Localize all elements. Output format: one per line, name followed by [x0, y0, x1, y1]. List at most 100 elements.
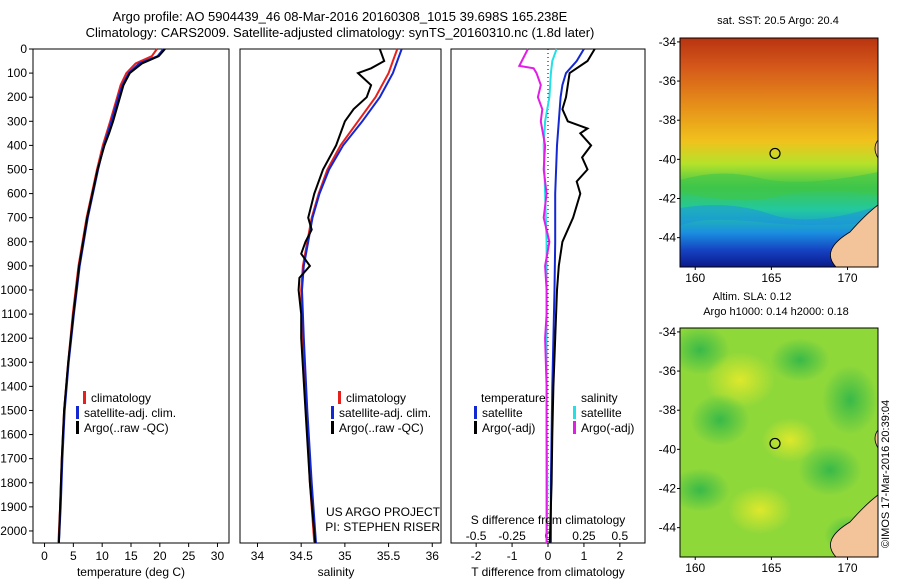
- x-tick-label: 25: [182, 549, 196, 563]
- x-tick-label: -1: [507, 549, 518, 563]
- series-line-satellite-adj-clim-: [300, 48, 403, 544]
- x-tick-label: 20: [153, 549, 167, 563]
- legend-s-satellite-swatch: [573, 406, 576, 419]
- depth-tick-label: 1100: [1, 307, 27, 321]
- depth-tick-label: 1500: [0, 403, 27, 417]
- lat-tick-label: -40: [659, 152, 677, 166]
- lon-tick-label: 170: [838, 271, 858, 285]
- header-line2: Climatology: CARS2009. Satellite-adjuste…: [86, 25, 595, 40]
- difference-legend: temperature salinity satellite Argo(-adj…: [474, 391, 634, 435]
- legend-s-argo-label: Argo(-adj): [581, 421, 634, 435]
- x-tick-label: 2: [617, 549, 624, 563]
- difference-x-ticks: -2 -1 0 1 2 -0.5 -0.25 0 0.25 0.5: [466, 529, 629, 563]
- legend-satellite-swatch: [331, 406, 334, 419]
- temperature-panel: 0 5 10 15 20 25 30 temperature (deg C) climato…: [32, 48, 230, 579]
- lat-tick-label: -40: [659, 442, 677, 456]
- depth-tick-label: 800: [7, 235, 27, 249]
- x-tick-label: 35.5: [377, 549, 401, 563]
- temperature-xlabel: temperature (deg C): [77, 565, 185, 579]
- sla-map-subtitle: Argo h1000: 0.14 h2000: 0.18: [703, 306, 849, 318]
- legend-argo-label: Argo(..raw -QC): [339, 421, 424, 435]
- lat-tick-label: -38: [659, 403, 677, 417]
- s-tick-label: 0.25: [572, 529, 596, 543]
- lat-tick-label: -36: [659, 364, 677, 378]
- x-tick-label: 10: [95, 549, 109, 563]
- legend-climatology-swatch: [338, 391, 341, 404]
- legend-temperature-title: temperature: [481, 391, 546, 405]
- x-tick-label: 1: [581, 549, 588, 563]
- legend-climatology-label: climatology: [346, 391, 406, 405]
- legend-s-argo-swatch: [573, 421, 576, 434]
- legend-climatology-swatch: [83, 391, 86, 404]
- lat-tick-label: -44: [659, 521, 677, 535]
- depth-tick-label: 600: [7, 187, 27, 201]
- s-tick-label: 0.5: [612, 529, 629, 543]
- legend-argo-swatch: [331, 421, 334, 434]
- depth-tick-label: 500: [7, 162, 27, 176]
- legend-t-argo-swatch: [474, 421, 477, 434]
- depth-tick-label: 400: [7, 138, 27, 152]
- x-tick-label: 34: [251, 549, 265, 563]
- series-line-s-argo: [517, 48, 551, 543]
- depth-tick-label: 300: [7, 114, 27, 128]
- sla-map: Altim. SLA: 0.12 Argo h1000: 0.14 h2000:…: [659, 291, 879, 575]
- temperature-series: [57, 48, 166, 544]
- depth-tick-label: 900: [7, 259, 27, 273]
- land-patch: [830, 494, 878, 557]
- lat-tick-label: -36: [659, 74, 677, 88]
- legend-argo-label: Argo(..raw -QC): [84, 421, 169, 435]
- lat-tick-label: -34: [659, 35, 677, 49]
- lon-tick-label: 165: [761, 561, 781, 575]
- x-tick-label: 35: [338, 549, 352, 563]
- x-tick-label: 30: [211, 549, 225, 563]
- imos-credit: ©IMOS 17-Mar-2016 20:39:04: [880, 400, 892, 548]
- salinity-panel: 34 34.5 35 35.5 36 salinity climatology sate…: [239, 48, 442, 579]
- sla-map-title: Altim. SLA: 0.12: [713, 291, 792, 303]
- lat-tick-label: -38: [659, 113, 677, 127]
- depth-tick-label: 1700: [0, 452, 27, 466]
- pi-credit: PI: STEPHEN RISER: [325, 520, 440, 534]
- depth-tick-label: 1000: [0, 283, 27, 297]
- legend-salinity-title: salinity: [581, 391, 618, 405]
- argo-location-marker: [769, 147, 781, 160]
- salinity-xlabel: salinity: [318, 565, 355, 579]
- legend-t-argo-label: Argo(-adj): [482, 421, 535, 435]
- depth-tick-label: 1300: [0, 355, 27, 369]
- salinity-series: [297, 48, 403, 544]
- series-line-argo: [297, 48, 386, 544]
- series-line-climatology: [57, 48, 158, 544]
- lat-tick-label: -34: [659, 325, 677, 339]
- sst-field: [680, 38, 878, 267]
- legend-satellite-label: satellite-adj. clim.: [339, 406, 431, 420]
- lon-tick-label: 160: [685, 271, 705, 285]
- x-tick-label: 0: [41, 549, 48, 563]
- legend-s-satellite-label: satellite: [581, 406, 622, 420]
- salinity-legend: climatology satellite-adj. clim. Argo(..…: [331, 391, 431, 435]
- sst-map-title: sat. SST: 20.5 Argo: 20.4: [717, 15, 839, 27]
- sla-map-frame: [679, 327, 879, 558]
- depth-tick-label: 1400: [0, 379, 27, 393]
- x-tick-label: 5: [70, 549, 77, 563]
- lon-tick-label: 165: [761, 271, 781, 285]
- depth-tick-label: 1900: [0, 500, 27, 514]
- x-tick-label: -2: [471, 549, 482, 563]
- x-tick-label: 34.5: [289, 549, 313, 563]
- series-line-t-argo: [548, 48, 596, 544]
- series-line-argo: [57, 48, 166, 544]
- legend-satellite-label: satellite-adj. clim.: [84, 406, 176, 420]
- sst-map: sat. SST: 20.5 Argo: 20.4 160 165 170 -34 -3…: [659, 15, 879, 285]
- series-line-climatology: [300, 48, 399, 544]
- temperature-x-ticks: 0 5 10 15 20 25 30: [41, 543, 224, 563]
- difference-series: [517, 48, 596, 544]
- depth-tick-label: 100: [7, 66, 27, 80]
- legend-argo-swatch: [76, 421, 79, 434]
- depth-tick-label: 1600: [0, 428, 27, 442]
- depth-tick-label: 1200: [0, 331, 27, 345]
- depth-tick-label: 700: [7, 211, 27, 225]
- temperature-legend: climatology satellite-adj. clim. Argo(..…: [76, 391, 176, 435]
- salinity-frame: [239, 48, 442, 544]
- legend-t-satellite-swatch: [474, 406, 477, 419]
- project-credit: US ARGO PROJECT: [326, 505, 441, 519]
- salinity-x-ticks: 34 34.5 35 35.5 36: [251, 543, 439, 563]
